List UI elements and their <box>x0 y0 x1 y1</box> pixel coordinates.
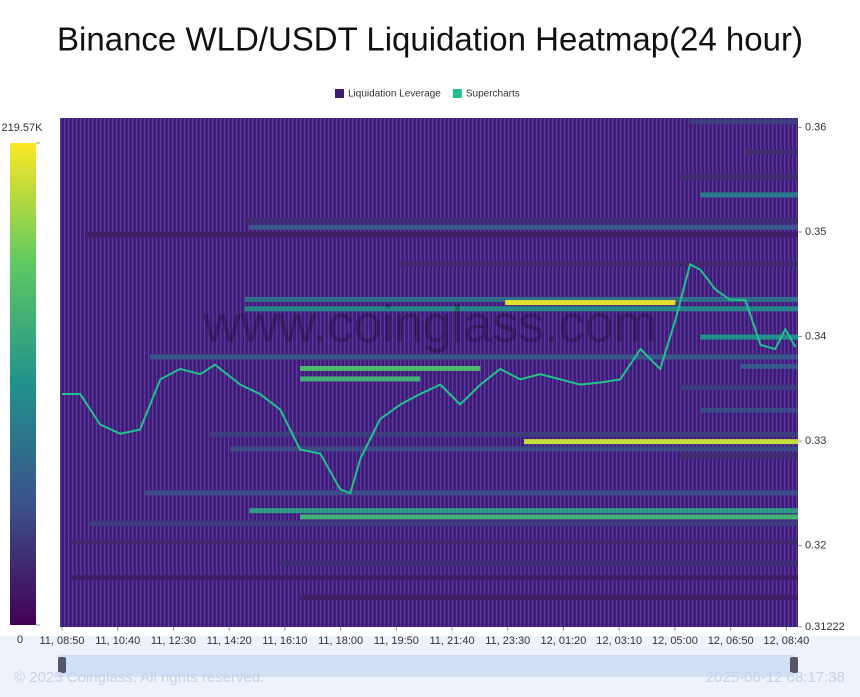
legend-swatch[interactable] <box>335 89 344 98</box>
y-tick-label: 0.35 <box>805 226 826 238</box>
x-tick-label: 11, 14:20 <box>207 635 252 647</box>
colorbar-label: 219.57K <box>2 122 44 134</box>
liquidation-band <box>745 149 798 155</box>
liquidation-band <box>679 174 798 180</box>
liquidation-band <box>300 514 798 520</box>
x-tick-label: 12, 06:50 <box>708 635 754 647</box>
liquidation-band <box>70 575 799 581</box>
navigator-handle[interactable] <box>790 657 798 673</box>
legend-label[interactable]: Supercharts <box>466 89 520 100</box>
liquidation-band <box>679 384 798 390</box>
navigator-handle[interactable] <box>58 657 66 673</box>
liquidation-band <box>150 354 799 360</box>
watermark: www.coinglass.com <box>202 296 657 354</box>
colorbar-label: 0 <box>17 634 23 646</box>
legend-swatch[interactable] <box>452 89 462 98</box>
liquidation-band <box>280 560 798 566</box>
chart-title: Binance WLD/USDT Liquidation Heatmap(24 … <box>57 21 803 58</box>
liquidation-band <box>700 407 798 413</box>
colorbar <box>10 143 36 625</box>
liquidation-band <box>523 439 798 445</box>
liquidation-band <box>70 539 799 545</box>
liquidation-band <box>505 300 676 306</box>
price-line <box>62 262 797 495</box>
liquidation-band <box>679 453 798 459</box>
liquidation-band <box>300 594 798 600</box>
x-tick-label: 11, 23:30 <box>485 635 530 647</box>
y-tick-label: 0.33 <box>805 435 826 447</box>
liquidation-band <box>145 490 798 496</box>
liquidation-band <box>249 508 798 514</box>
y-tick-label: 0.34 <box>805 330 826 342</box>
x-tick-label: 12, 01:20 <box>541 635 587 647</box>
timestamp: 2025-06-12 08:17:38 <box>706 669 845 686</box>
liquidation-band <box>230 446 798 452</box>
liquidation-band <box>209 431 798 437</box>
liquidation-band <box>700 334 798 340</box>
legend-label[interactable]: Liquidation Leverage <box>348 89 441 100</box>
liquidation-band <box>84 232 799 238</box>
liquidation-band <box>300 376 421 382</box>
x-tick-label: 12, 05:00 <box>652 635 698 647</box>
liquidation-band <box>244 296 798 302</box>
copyright: © 2025 Coinglass. All rights reserved. <box>14 669 264 686</box>
y-tick-label: 0.36 <box>805 121 826 133</box>
liquidation-band <box>89 520 798 526</box>
liquidation-band <box>249 224 798 230</box>
x-tick-label: 11, 08:50 <box>39 635 84 647</box>
liquidation-band <box>244 306 798 312</box>
x-tick-label: 11, 10:40 <box>95 635 140 647</box>
liquidation-band <box>690 119 798 125</box>
x-tick-label: 11, 21:40 <box>430 635 475 647</box>
x-tick-label: 12, 03:10 <box>596 635 642 647</box>
plot-background <box>60 118 798 627</box>
x-tick-label: 11, 18:00 <box>318 635 363 647</box>
liquidation-band <box>700 192 798 198</box>
x-tick-label: 11, 16:10 <box>262 635 307 647</box>
x-tick-label: 12, 08:40 <box>763 635 809 647</box>
liquidation-band <box>300 365 481 371</box>
liquidation-band <box>740 363 798 369</box>
navigator-area <box>58 655 794 677</box>
y-tick-label: 0.32 <box>805 540 826 552</box>
x-tick-label: 11, 19:50 <box>374 635 419 647</box>
liquidation-band <box>244 218 798 224</box>
x-tick-label: 11, 12:30 <box>151 635 196 647</box>
liquidation-band <box>400 261 798 267</box>
y-tick-label: 0.31222 <box>805 621 845 633</box>
